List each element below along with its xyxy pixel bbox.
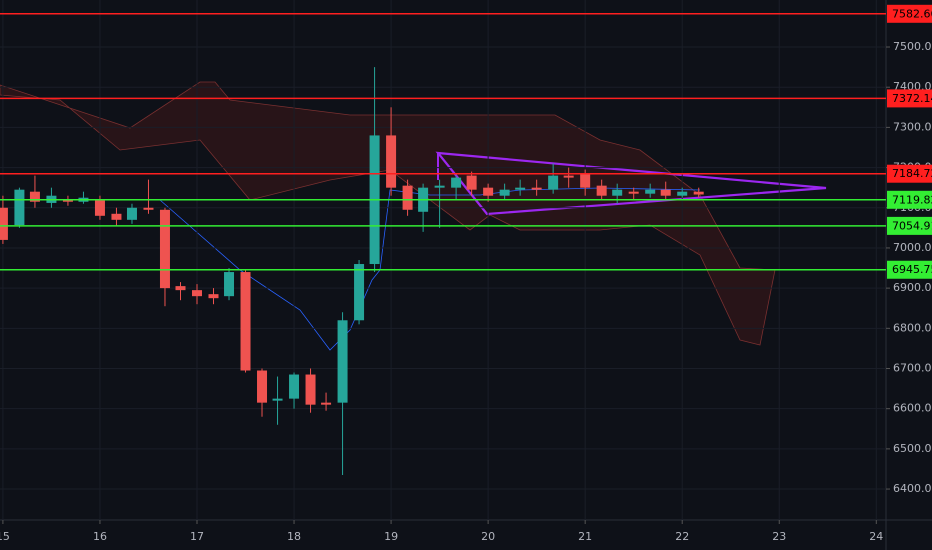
candle-body — [434, 185, 445, 188]
level-label-bg — [887, 216, 932, 235]
candle-body — [62, 199, 73, 202]
candle-body — [645, 189, 656, 194]
candle-body — [126, 207, 137, 220]
candle-body — [499, 189, 510, 196]
level-label-bg — [887, 260, 932, 279]
candle-body — [29, 191, 40, 202]
y-tick-label: 6400.00 — [893, 482, 932, 495]
candle-body — [0, 207, 8, 240]
candle-body — [257, 370, 268, 403]
x-tick-label: 15 — [0, 530, 10, 543]
x-tick-label: 16 — [93, 530, 107, 543]
candle-body — [402, 185, 413, 210]
candle-body — [272, 398, 283, 401]
candle-body — [191, 290, 202, 297]
candle-body — [596, 185, 607, 196]
x-tick-label: 22 — [675, 530, 689, 543]
candle-body — [305, 374, 316, 405]
level-label-bg — [887, 89, 932, 108]
candle-body — [143, 207, 154, 210]
level-label: 7054.91 — [892, 219, 932, 232]
triangle-drawing — [435, 151, 827, 216]
candle-body — [693, 191, 704, 195]
x-tick-label: 21 — [578, 530, 592, 543]
candle-body — [515, 187, 526, 190]
y-tick-label: 6800.00 — [893, 321, 932, 334]
level-label-bg — [887, 164, 932, 183]
level-label: 7184.72 — [892, 167, 932, 180]
candle-body — [386, 135, 397, 188]
level-label-bg — [887, 190, 932, 209]
x-tick-label: 17 — [190, 530, 204, 543]
candle-body — [531, 187, 542, 190]
y-tick-label: 6900.00 — [893, 281, 932, 294]
candle-body — [94, 200, 105, 216]
x-tick-label: 20 — [481, 530, 495, 543]
candle-body — [321, 402, 332, 405]
y-tick-label: 7500.00 — [893, 40, 932, 53]
level-label: 7119.82 — [892, 193, 932, 206]
y-tick-label: 6500.00 — [893, 442, 932, 455]
x-tick-label: 19 — [384, 530, 398, 543]
candle-body — [111, 213, 122, 220]
candle-body — [466, 175, 477, 190]
level-label: 7582.66 — [892, 7, 932, 20]
y-tick-label: 7000.00 — [893, 241, 932, 254]
y-tick-label: 6700.00 — [893, 362, 932, 375]
level-label: 6945.75 — [892, 263, 932, 276]
candle-body — [354, 264, 365, 321]
candle-body — [14, 189, 25, 226]
candle-body — [628, 191, 639, 194]
candle-body — [240, 272, 251, 371]
candle-body — [563, 175, 574, 178]
candle-body — [548, 175, 559, 190]
y-tick-label: 6600.00 — [893, 402, 932, 415]
candle-body — [580, 173, 591, 188]
candle-body — [175, 286, 186, 291]
candle-body — [451, 177, 462, 188]
candle-body — [208, 294, 219, 299]
level-label: 7372.14 — [892, 92, 932, 105]
x-tick-label: 24 — [869, 530, 883, 543]
candle-body — [483, 187, 494, 196]
y-tick-label: 7300.00 — [893, 120, 932, 133]
x-tick-label: 23 — [772, 530, 786, 543]
candle-body — [337, 320, 348, 403]
candle-body — [677, 191, 688, 196]
candle-body — [612, 189, 623, 196]
candle-body — [159, 209, 170, 289]
ichimoku-cloud — [0, 81, 776, 346]
candle-body — [289, 374, 300, 399]
level-label-bg — [887, 4, 932, 23]
candle-body — [660, 189, 671, 196]
candle-body — [224, 272, 235, 297]
x-tick-label: 18 — [287, 530, 301, 543]
